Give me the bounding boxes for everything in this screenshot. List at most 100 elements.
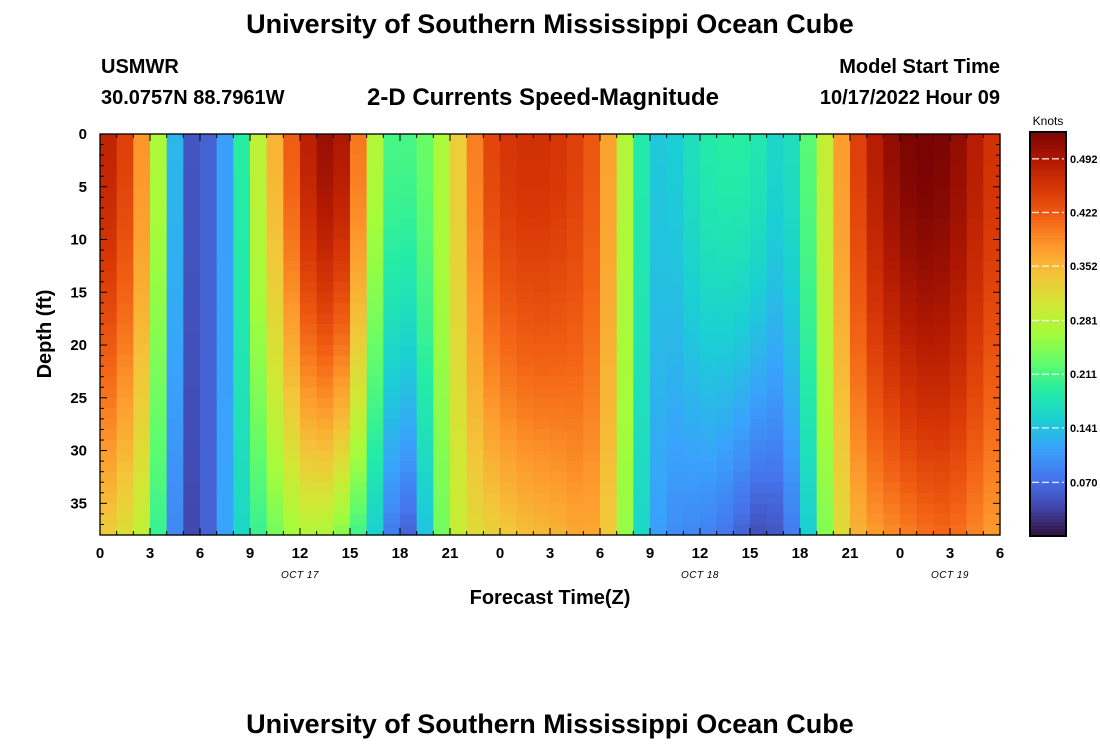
heatmap-cell [150,271,168,283]
heatmap-cell [633,408,651,420]
heatmap-cell [900,503,918,515]
heatmap-cell [166,176,184,188]
heatmap-cell [883,207,901,220]
heatmap-cell [800,355,818,367]
heatmap-cell [416,250,434,262]
heatmap-cell [733,144,751,156]
colorbar-segment [1030,222,1066,227]
heatmap-cell [266,345,284,357]
colorbar-tick-label: 0.492 [1070,154,1098,166]
heatmap-cell [866,281,884,293]
heatmap-cell [783,513,801,526]
colorbar-segment [1030,465,1066,470]
heatmap-cell [883,482,901,494]
heatmap-cell [500,144,518,156]
heatmap-cell [800,144,818,156]
heatmap-cell [500,165,518,177]
heatmap-cell [766,302,784,314]
heatmap-cell [966,387,984,399]
heatmap-cell [116,260,134,272]
heatmap-cell [233,313,251,325]
heatmap-cell [833,186,851,198]
heatmap-cell [583,292,601,304]
heatmap-cell [650,482,668,494]
heatmap-cell [883,503,901,515]
heatmap-cell [450,513,468,526]
heatmap-cell [566,461,584,473]
heatmap-cell [600,250,618,262]
heatmap-cell [700,503,718,515]
heatmap-cell [100,492,118,504]
colorbar-segment [1030,138,1066,143]
heatmap-cell [716,323,734,336]
heatmap-cell [983,239,1001,251]
heatmap-cell [150,186,168,198]
heatmap-cell [883,302,901,314]
heatmap-cell [516,355,534,367]
colorbar-segment [1030,347,1066,352]
colorbar-tick-label: 0.070 [1070,477,1098,489]
heatmap-cell [783,134,801,146]
heatmap-cell [433,292,451,304]
colorbar-segment [1030,414,1066,419]
heatmap-cell [983,281,1001,293]
heatmap-cell [133,292,151,304]
heatmap-cell [333,186,351,198]
heatmap-cell [116,134,134,146]
heatmap-cell [100,155,118,167]
heatmap-cell [233,165,251,177]
heatmap-cell [850,260,868,272]
colorbar-segment [1030,441,1066,446]
heatmap-cell [466,482,484,494]
heatmap-cell [366,155,384,167]
heatmap-cell [750,387,768,399]
heatmap-cell [516,155,534,167]
y-tick-label: 20 [70,337,87,354]
heatmap-cell [966,323,984,336]
heatmap-cell [216,355,234,367]
heatmap-cell [233,450,251,462]
heatmap-cell [483,302,501,314]
heatmap-cell [283,334,301,346]
heatmap-cell [833,313,851,325]
heatmap-cell [150,503,168,515]
heatmap-cell [400,271,418,283]
heatmap-cell [316,207,334,220]
colorbar-segment [1030,145,1066,150]
colorbar-segment [1030,209,1066,214]
heatmap-cell [333,260,351,272]
heatmap-cell [933,260,951,272]
heatmap-cell [483,165,501,177]
heatmap-cell [916,482,934,494]
heatmap-cell [133,239,151,251]
heatmap-cell [950,503,968,515]
heatmap-cell [966,492,984,504]
heatmap-cell [733,355,751,367]
heatmap-cell [883,376,901,388]
heatmap-cell [533,134,551,146]
heatmap-cell [100,471,118,483]
heatmap-cell [866,503,884,515]
heatmap-cell [800,461,818,473]
heatmap-cell [983,492,1001,504]
heatmap-cell [750,165,768,177]
heatmap-cell [350,418,368,431]
heatmap-cell [150,313,168,325]
heatmap-cell [950,376,968,388]
heatmap-cell [366,471,384,483]
heatmap-cell [516,524,534,536]
heatmap-cell [950,387,968,399]
heatmap-cell [983,429,1001,441]
heatmap-cell [166,239,184,251]
heatmap-cell [833,345,851,357]
heatmap-cell [433,239,451,251]
heatmap-cell [216,513,234,526]
heatmap-cell [400,482,418,494]
heatmap-cell [866,197,884,209]
heatmap-cell [850,155,868,167]
heatmap-cell [633,155,651,167]
heatmap-cell [700,323,718,336]
heatmap-cell [200,271,218,283]
heatmap-cell [383,345,401,357]
heatmap-cell [850,207,868,220]
